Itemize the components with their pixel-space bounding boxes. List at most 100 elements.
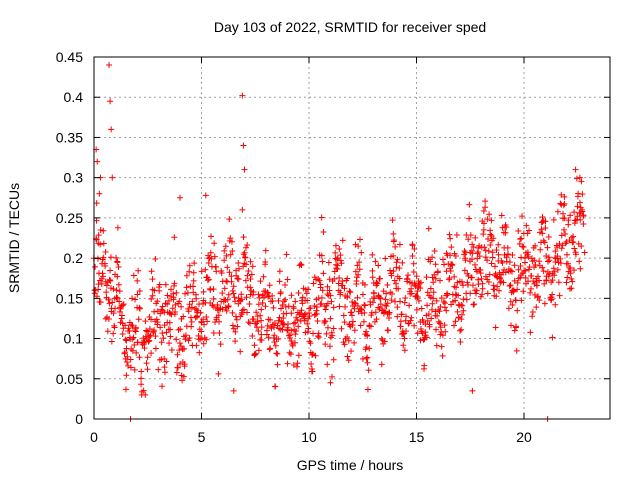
data-point	[169, 305, 176, 312]
data-point	[544, 258, 551, 265]
data-point	[382, 296, 389, 303]
data-point	[369, 267, 376, 274]
data-point	[266, 282, 273, 289]
data-point	[514, 286, 521, 293]
x-tick-label: 20	[516, 429, 532, 445]
data-point	[188, 323, 195, 330]
data-point	[97, 299, 104, 306]
data-point	[171, 280, 178, 287]
data-point	[555, 279, 562, 286]
data-point	[446, 275, 453, 282]
data-point	[347, 289, 354, 296]
data-point	[439, 332, 446, 339]
data-point	[518, 254, 525, 261]
data-point	[370, 299, 377, 306]
data-point	[437, 320, 444, 327]
data-point	[324, 300, 331, 307]
data-point	[165, 297, 172, 304]
data-point	[284, 276, 291, 283]
data-point	[493, 293, 500, 300]
data-point	[482, 204, 489, 211]
data-point	[427, 285, 434, 292]
data-point	[551, 268, 558, 275]
data-point	[423, 312, 430, 319]
data-point	[246, 301, 253, 308]
data-point	[309, 351, 316, 358]
data-point	[105, 315, 112, 322]
data-point	[259, 299, 266, 306]
data-point	[471, 301, 478, 308]
data-point	[488, 260, 495, 267]
data-point	[229, 309, 236, 316]
data-point	[344, 333, 351, 340]
data-point	[148, 316, 155, 323]
data-point	[341, 341, 348, 348]
data-point	[576, 174, 583, 181]
data-point	[336, 303, 343, 310]
data-point	[255, 328, 262, 335]
data-point	[565, 221, 572, 228]
data-point	[265, 293, 272, 300]
data-point	[409, 241, 416, 248]
data-point	[517, 274, 524, 281]
data-point	[541, 239, 548, 246]
data-point	[529, 313, 536, 320]
data-point	[115, 281, 122, 288]
data-point	[127, 364, 134, 371]
data-point	[481, 244, 488, 251]
data-point	[344, 353, 351, 360]
data-point	[122, 386, 129, 393]
data-point	[536, 258, 543, 265]
data-point	[142, 391, 149, 398]
data-point	[480, 231, 487, 238]
data-point	[480, 207, 487, 214]
data-point	[361, 281, 368, 288]
data-point	[489, 249, 496, 256]
data-point	[451, 273, 458, 280]
data-point	[106, 300, 113, 307]
data-point	[361, 301, 368, 308]
data-point	[97, 241, 104, 248]
data-point	[477, 293, 484, 300]
data-point	[560, 202, 567, 209]
data-point	[202, 266, 209, 273]
data-point	[506, 283, 513, 290]
data-point	[188, 304, 195, 311]
data-point	[171, 234, 178, 241]
data-point	[323, 330, 330, 337]
data-point	[286, 349, 293, 356]
data-point	[438, 295, 445, 302]
data-point	[394, 313, 401, 320]
data-point	[210, 286, 217, 293]
data-point	[229, 248, 236, 255]
data-point	[136, 304, 143, 311]
data-point	[455, 292, 462, 299]
data-point	[506, 258, 513, 265]
data-point	[243, 294, 250, 301]
data-point	[557, 260, 564, 267]
data-point	[159, 330, 166, 337]
data-point	[366, 345, 373, 352]
data-point	[391, 277, 398, 284]
data-point	[263, 327, 270, 334]
data-point	[322, 318, 329, 325]
data-point	[576, 258, 583, 265]
data-point	[570, 267, 577, 274]
data-point	[441, 261, 448, 268]
data-point	[142, 318, 149, 325]
data-point	[201, 321, 208, 328]
data-point	[413, 273, 420, 280]
data-point	[478, 275, 485, 282]
data-point	[186, 335, 193, 342]
data-point	[230, 387, 237, 394]
data-point	[177, 343, 184, 350]
data-point	[534, 273, 541, 280]
data-point	[567, 270, 574, 277]
data-point	[475, 249, 482, 256]
data-point	[249, 333, 256, 340]
data-point	[181, 361, 188, 368]
data-point	[561, 193, 568, 200]
data-point	[332, 249, 339, 256]
data-point	[334, 256, 341, 263]
data-point	[351, 339, 358, 346]
